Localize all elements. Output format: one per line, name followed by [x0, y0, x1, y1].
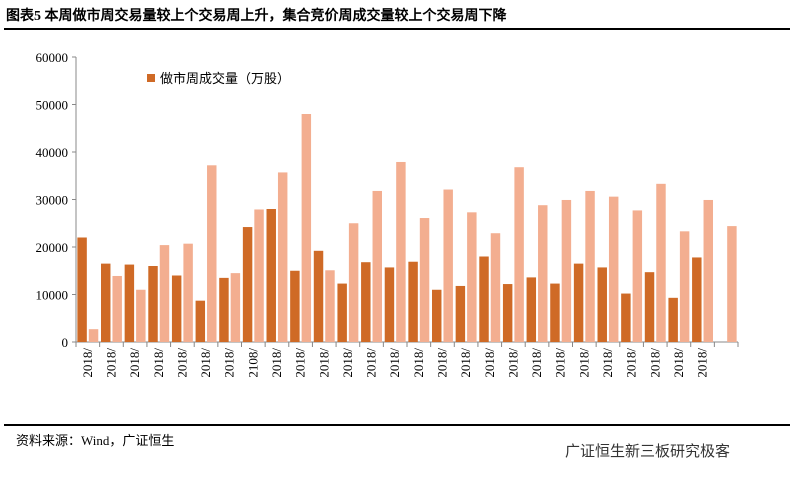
x-tick-label: 2018/ — [576, 348, 591, 378]
bar — [538, 205, 548, 342]
bar — [266, 209, 276, 342]
bar — [101, 263, 111, 342]
x-tick-label: 2018/ — [127, 348, 142, 378]
bar — [632, 210, 643, 342]
x-tick-label: 2018/ — [482, 348, 497, 378]
bar — [207, 165, 217, 342]
bar — [443, 189, 453, 342]
x-tick-label: 2018/ — [505, 348, 520, 378]
bar — [290, 270, 300, 342]
bar — [88, 329, 99, 342]
bar — [502, 284, 513, 342]
y-tick-label: 60000 — [36, 50, 69, 65]
bar — [313, 250, 324, 342]
bar — [621, 293, 631, 342]
x-tick-label: 2018/ — [647, 348, 662, 378]
bar — [514, 167, 524, 342]
x-tick-label: 2018/ — [624, 348, 639, 378]
bar — [408, 261, 418, 342]
bar — [171, 275, 182, 342]
x-tick-label: 2018/ — [387, 348, 402, 378]
source: 资料来源：Wind，广证恒生 — [16, 433, 174, 448]
bar — [727, 226, 737, 342]
y-tick-label: 0 — [62, 335, 69, 350]
x-tick-label: 2018/ — [458, 348, 473, 378]
bar — [668, 297, 678, 342]
bar — [219, 277, 229, 342]
bar — [608, 196, 619, 342]
bar — [148, 266, 158, 342]
bar — [692, 257, 702, 342]
x-tick-label: 2018/ — [600, 348, 615, 378]
bar — [585, 190, 595, 342]
bar — [384, 267, 395, 342]
y-tick-label: 40000 — [36, 145, 69, 160]
bar — [183, 243, 193, 342]
bar — [112, 275, 122, 342]
y-tick-label: 20000 — [36, 240, 69, 255]
bar — [242, 227, 253, 342]
bar — [550, 283, 560, 342]
x-tick-label: 2018/ — [695, 348, 710, 378]
x-tick-label: 2018/ — [198, 348, 213, 378]
bar — [159, 245, 170, 342]
x-tick-label: 2018/ — [151, 348, 166, 378]
x-tick-label: 2018/ — [671, 348, 686, 378]
bar — [526, 277, 537, 342]
bar — [656, 183, 666, 342]
y-tick-label: 30000 — [36, 193, 69, 208]
bar — [361, 262, 371, 342]
bar — [490, 233, 501, 342]
bar — [396, 161, 406, 342]
y-tick-label: 10000 — [36, 288, 69, 303]
bar — [679, 231, 690, 342]
x-tick-label: 2018/ — [529, 348, 544, 378]
bar — [419, 218, 430, 342]
bar — [703, 199, 713, 342]
bar — [301, 114, 312, 342]
bar — [230, 273, 241, 342]
bar — [644, 272, 655, 342]
x-tick-label: 2018/ — [269, 348, 284, 378]
x-tick-label: 2018/ — [364, 348, 379, 378]
bar — [277, 172, 288, 342]
x-tick-label: 2018/ — [434, 348, 449, 378]
x-tick-label: 2018/ — [222, 348, 237, 378]
x-tick-label: 2018/ — [174, 348, 189, 378]
bar — [325, 270, 335, 342]
bar — [455, 285, 466, 342]
chart-title: 图表5 本周做市周交易量较上个交易周上升，集合竞价周成交量较上个交易周下降 — [6, 7, 507, 24]
bar — [561, 199, 572, 342]
x-tick-label: 2018/ — [316, 348, 331, 378]
bar — [348, 223, 359, 342]
bar — [254, 209, 264, 342]
x-tick-label: 2018/ — [553, 348, 568, 378]
bar — [195, 300, 206, 342]
x-tick-label: 2018/ — [80, 348, 95, 378]
bar — [124, 264, 135, 342]
legend-label: 做市周成交量（万股） — [160, 71, 290, 87]
bar — [372, 190, 382, 342]
bar — [337, 283, 347, 342]
y-tick-label: 50000 — [36, 98, 69, 113]
x-tick-label: 2018/ — [103, 348, 118, 378]
bar — [573, 263, 584, 342]
bar — [136, 289, 146, 342]
x-tick-label: 2018/ — [411, 348, 426, 378]
x-tick-label: 2108/ — [245, 348, 260, 378]
bar — [597, 267, 607, 342]
x-tick-label: 2018/ — [293, 348, 308, 378]
legend-swatch — [147, 74, 155, 82]
bar — [432, 289, 442, 342]
bar — [77, 237, 87, 342]
watermark: 广证恒生新三板研究极客 — [565, 442, 730, 460]
bar — [467, 212, 477, 342]
bar — [479, 256, 489, 342]
x-tick-label: 2018/ — [340, 348, 355, 378]
